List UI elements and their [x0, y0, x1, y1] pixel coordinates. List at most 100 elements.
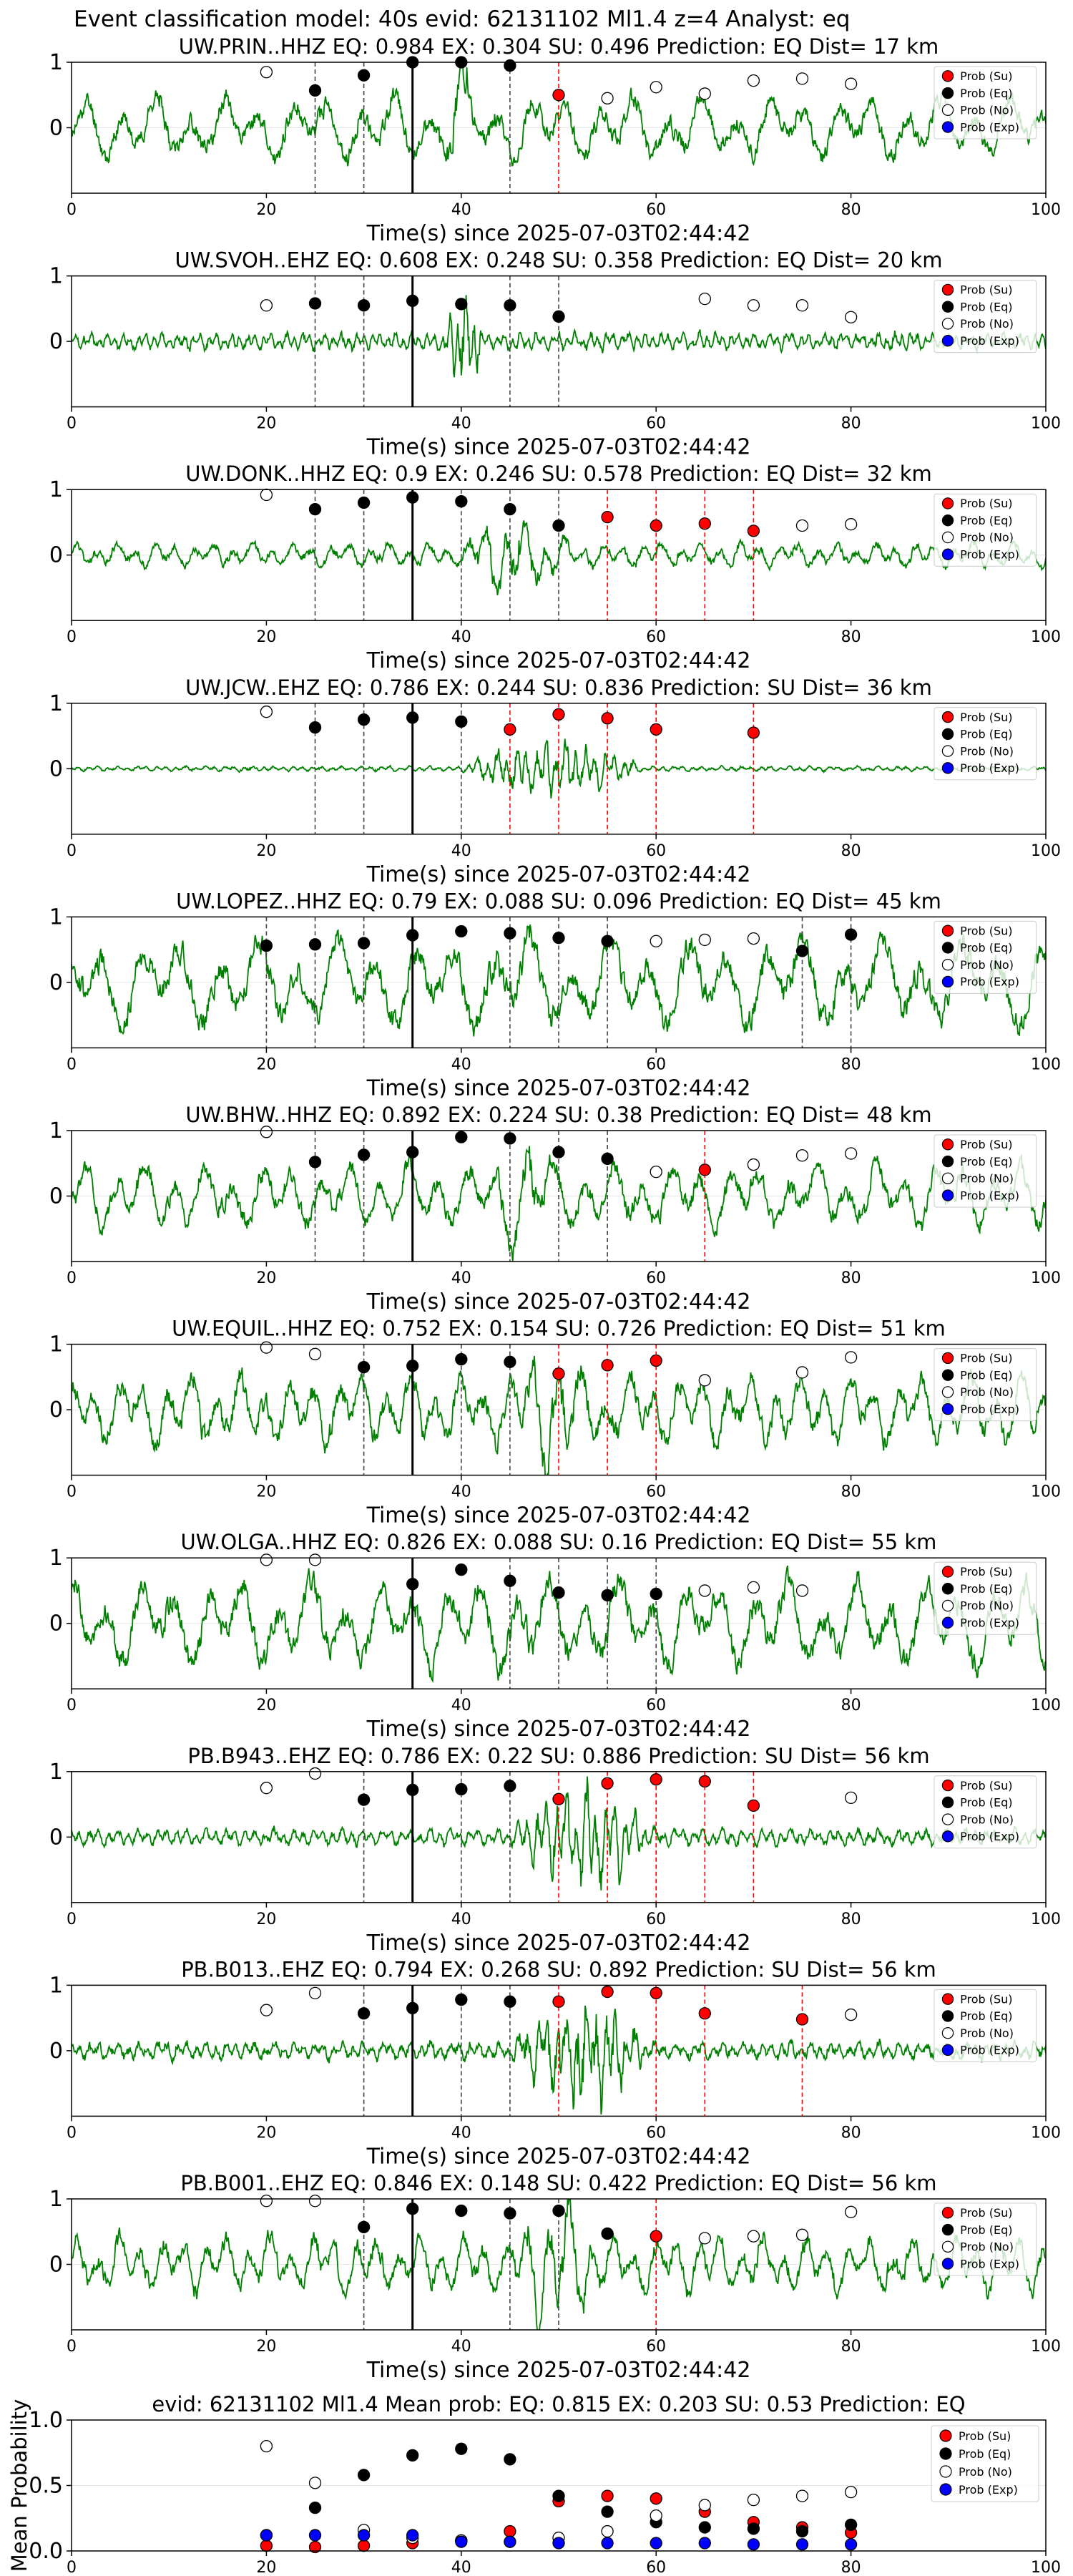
- prob-point-eq: [455, 1131, 468, 1143]
- waveform: [72, 2005, 1046, 2115]
- x-tick-label: 20: [256, 1911, 276, 1928]
- legend-marker-su: [941, 497, 954, 509]
- legend-marker-eq: [941, 1369, 954, 1381]
- y-tick-label: 1: [49, 50, 63, 75]
- mean-prob-point-exp: [552, 2537, 565, 2550]
- panel-2: UW.SVOH..EHZ EQ: 0.608 EX: 0.248 SU: 0.3…: [49, 248, 1061, 460]
- x-tick-label: 80: [841, 201, 861, 219]
- prob-point-eq: [504, 1574, 516, 1587]
- prob-point-no: [698, 292, 711, 306]
- legend-box: [934, 1989, 1037, 2062]
- prob-point-no: [698, 2232, 711, 2245]
- mean-prob-point-su: [504, 2524, 516, 2538]
- legend-label-su: Prob (Su): [960, 69, 1012, 83]
- legend-label-eq: Prob (Eq): [960, 1368, 1012, 1382]
- legend-label-eq: Prob (Eq): [960, 1155, 1012, 1169]
- x-tick-label: 60: [646, 842, 666, 860]
- x-tick-label: 60: [646, 628, 666, 646]
- prob-point-no: [844, 77, 858, 90]
- prob-point-no: [844, 2008, 858, 2021]
- legend-marker-exp: [941, 1616, 954, 1629]
- x-tick-label: 20: [256, 628, 276, 646]
- y-tick-label: 0: [49, 1184, 63, 1209]
- legend-marker-eq: [941, 301, 954, 313]
- mean-prob-point-eq: [455, 2442, 468, 2455]
- legend-marker-su: [941, 711, 954, 723]
- mean-prob-point-eq: [698, 2521, 711, 2534]
- mean-prob-point-exp: [504, 2535, 516, 2548]
- prob-point-su: [650, 1773, 662, 1786]
- prob-point-no: [795, 72, 809, 85]
- legend-marker-su: [941, 1138, 954, 1151]
- y-tick-label: 1: [49, 264, 63, 289]
- y-tick-label: 1: [49, 904, 63, 930]
- prob-point-no: [844, 311, 858, 323]
- mean-prob-point-eq: [504, 2453, 516, 2466]
- prob-point-no: [795, 299, 809, 312]
- legend-label-exp: Prob (Exp): [960, 1616, 1019, 1629]
- legend-marker-su: [939, 2429, 952, 2442]
- mean-prob-point-no: [747, 2493, 760, 2507]
- panel-5: UW.LOPEZ..HHZ EQ: 0.79 EX: 0.088 SU: 0.0…: [49, 889, 1061, 1101]
- legend-box: [934, 66, 1037, 140]
- legend-label-no: Prob (No): [960, 317, 1014, 331]
- x-tick-label: 100: [1031, 628, 1061, 646]
- prob-point-eq: [844, 928, 858, 941]
- prob-point-eq: [308, 297, 322, 310]
- legend-label-no: Prob (No): [959, 2465, 1012, 2479]
- prob-point-eq: [357, 2220, 371, 2233]
- panel-title: UW.OLGA..HHZ EQ: 0.826 EX: 0.088 SU: 0.1…: [181, 1530, 937, 1554]
- prob-point-su: [698, 1775, 711, 1788]
- legend-label-exp: Prob (Exp): [960, 2257, 1019, 2270]
- x-tick-label: 100: [1031, 201, 1061, 219]
- prob-point-no: [747, 2230, 760, 2243]
- legend-label-su: Prob (Su): [959, 2429, 1011, 2443]
- x-tick-label: 80: [841, 1269, 861, 1287]
- panel-11: PB.B001..EHZ EQ: 0.846 EX: 0.148 SU: 0.4…: [49, 2171, 1061, 2383]
- prob-point-eq: [357, 496, 371, 509]
- legend-marker-no: [941, 531, 954, 544]
- mean-prob-point-exp: [844, 2538, 858, 2551]
- prob-point-eq: [795, 945, 809, 957]
- legend-label-eq: Prob (Eq): [960, 1582, 1012, 1596]
- legend-marker-eq: [941, 1796, 954, 1809]
- x-tick-label: 60: [646, 1055, 666, 1073]
- legend-marker-exp: [941, 2044, 954, 2057]
- y-tick-label: 0: [49, 970, 63, 995]
- y-tick-label: 0: [49, 2039, 63, 2064]
- y-tick-label: 1: [49, 691, 63, 716]
- legend-label-exp: Prob (Exp): [960, 547, 1019, 561]
- prob-point-eq: [406, 491, 419, 504]
- x-tick-label: 0: [67, 2124, 77, 2142]
- prob-point-su: [747, 1799, 760, 1813]
- prob-point-no: [844, 518, 858, 531]
- panel-title: UW.LOPEZ..HHZ EQ: 0.79 EX: 0.088 SU: 0.0…: [176, 889, 941, 913]
- prob-point-su: [552, 1995, 565, 2008]
- x-tick-label: 80: [841, 1055, 861, 1073]
- prob-point-su: [698, 517, 711, 530]
- prob-point-eq: [504, 1995, 516, 2008]
- legend-marker-eq: [941, 728, 954, 741]
- x-tick-label: 40: [451, 415, 471, 433]
- mean-prob-point-no: [844, 2485, 858, 2499]
- prob-point-no: [698, 1374, 711, 1387]
- y-tick-label: 1: [49, 477, 63, 502]
- x-tick-label: 80: [841, 2338, 861, 2356]
- legend-marker-no: [941, 1599, 954, 1612]
- x-tick-label: 40: [451, 1483, 471, 1501]
- prob-point-no: [260, 1126, 273, 1138]
- x-axis-label: Time(s) since 2025-07-03T02:44:42: [366, 1931, 751, 1956]
- summary-panel: evid: 62131102 Ml1.4 Mean prob: EQ: 0.81…: [7, 2392, 1061, 2576]
- panel-title: UW.DONK..HHZ EQ: 0.9 EX: 0.246 SU: 0.578…: [185, 462, 932, 486]
- prob-point-no: [844, 1791, 858, 1805]
- x-tick-label: 100: [1031, 1269, 1061, 1287]
- x-tick-label: 100: [1031, 1697, 1061, 1714]
- panel-title: PB.B013..EHZ EQ: 0.794 EX: 0.268 SU: 0.8…: [181, 1957, 936, 1981]
- x-tick-label: 20: [256, 2559, 276, 2576]
- panel-4: UW.JCW..EHZ EQ: 0.786 EX: 0.244 SU: 0.83…: [49, 675, 1061, 887]
- x-axis-label: Time(s) since 2025-07-03T02:44:42: [366, 1717, 751, 1742]
- legend-box: [934, 2202, 1037, 2276]
- prob-point-no: [650, 935, 662, 947]
- prob-point-eq: [504, 503, 516, 516]
- legend-marker-no: [941, 1386, 954, 1398]
